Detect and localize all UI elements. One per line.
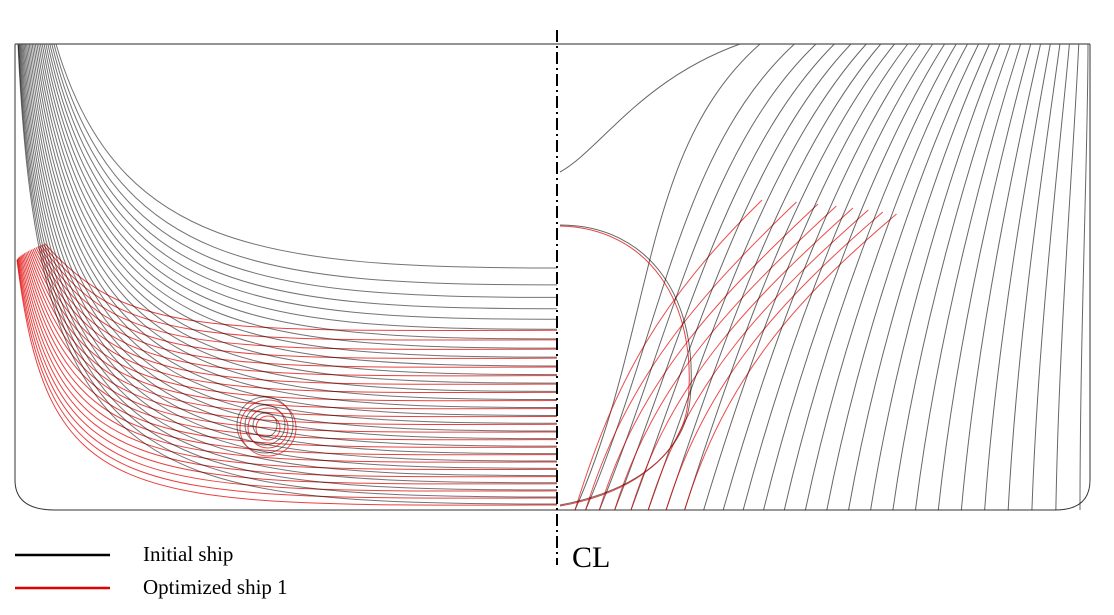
section-line xyxy=(38,43,558,367)
section-line xyxy=(630,43,852,511)
section-line xyxy=(236,396,294,454)
section-line xyxy=(559,43,741,173)
centerline-label: CL xyxy=(572,541,610,574)
section-line xyxy=(703,43,909,511)
section-line xyxy=(574,43,761,511)
section-line xyxy=(39,43,558,358)
section-line xyxy=(848,43,990,511)
section-line xyxy=(1055,43,1080,511)
section-line xyxy=(647,43,867,511)
section-line xyxy=(33,247,558,385)
section-line xyxy=(45,43,558,330)
section-line xyxy=(27,43,558,424)
section-line xyxy=(53,43,558,286)
section-line xyxy=(19,256,558,471)
section-line xyxy=(17,257,558,485)
section-line xyxy=(614,43,835,511)
section-line xyxy=(614,205,837,511)
section-line xyxy=(598,203,819,511)
section-line xyxy=(665,211,884,511)
section-line xyxy=(665,43,882,511)
section-line xyxy=(630,207,854,511)
section-line xyxy=(27,250,558,418)
section-line xyxy=(870,43,1001,511)
section-line xyxy=(20,43,558,469)
section-line xyxy=(26,251,558,425)
section-line xyxy=(18,256,558,478)
section-line xyxy=(33,43,558,392)
section-line xyxy=(247,407,289,449)
section-line xyxy=(647,209,869,511)
section-line xyxy=(31,43,558,401)
section-line xyxy=(892,43,1011,511)
section-line xyxy=(559,224,692,506)
section-line xyxy=(21,43,558,462)
section-line xyxy=(21,254,558,456)
section-line xyxy=(1007,43,1061,511)
section-line xyxy=(585,201,797,511)
section-line xyxy=(684,43,895,511)
section-line xyxy=(255,415,281,441)
section-line xyxy=(960,43,1042,511)
section-line xyxy=(17,258,558,492)
section-line xyxy=(16,259,558,506)
legend-label: Initial ship xyxy=(143,542,233,566)
section-line xyxy=(1031,43,1070,511)
section-line xyxy=(22,43,558,455)
section-line xyxy=(742,43,934,511)
section-line xyxy=(574,199,763,511)
section-line xyxy=(14,44,557,511)
section-line xyxy=(559,225,690,507)
section-line xyxy=(1079,43,1089,511)
section-line xyxy=(984,43,1051,511)
section-line xyxy=(23,253,558,441)
section-line xyxy=(20,255,558,463)
section-line xyxy=(26,43,558,432)
section-line xyxy=(252,412,278,438)
section-line xyxy=(826,43,980,511)
section-line xyxy=(937,43,1032,511)
section-line xyxy=(239,399,297,457)
section-line xyxy=(55,43,558,269)
section-line xyxy=(39,245,558,359)
section-line xyxy=(24,43,558,440)
section-line xyxy=(41,43,558,349)
section-line xyxy=(43,43,558,340)
section-line xyxy=(914,43,1022,511)
section-line xyxy=(783,43,957,511)
section-line xyxy=(18,43,558,491)
section-line xyxy=(47,43,558,320)
section-line xyxy=(763,43,946,511)
section-line xyxy=(29,250,558,410)
section-line xyxy=(598,43,817,511)
section-line xyxy=(244,404,286,446)
section-line xyxy=(804,43,968,511)
section-line xyxy=(18,43,558,484)
section-line xyxy=(28,43,558,416)
section-line xyxy=(16,259,558,499)
section-line xyxy=(25,252,558,433)
section-line xyxy=(17,43,558,498)
section-line xyxy=(557,44,1091,511)
section-line xyxy=(684,213,897,511)
section-line xyxy=(36,43,558,376)
section-line xyxy=(19,43,558,477)
section-line xyxy=(23,43,558,447)
legend-label: Optimized ship 1 xyxy=(143,575,288,599)
section-line xyxy=(34,43,558,384)
section-line xyxy=(51,43,558,298)
section-line xyxy=(722,43,921,511)
section-line xyxy=(17,43,558,505)
section-line xyxy=(22,253,558,448)
section-lines xyxy=(14,43,1091,511)
section-line xyxy=(30,43,558,409)
section-line xyxy=(49,43,558,310)
